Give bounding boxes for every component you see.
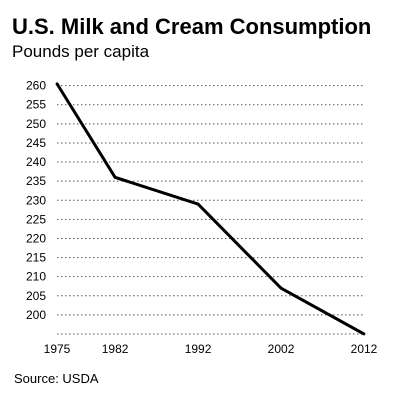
y-tick-label: 215 <box>26 251 46 265</box>
data-point <box>362 332 366 336</box>
y-tick-label: 245 <box>26 136 46 150</box>
series-line-group <box>55 82 366 336</box>
data-point <box>279 286 283 290</box>
y-tick-label: 260 <box>26 79 46 93</box>
series-line <box>55 82 365 336</box>
data-point <box>55 82 59 86</box>
x-tick-label: 1975 <box>44 342 71 356</box>
data-point <box>196 202 200 206</box>
x-tick-label: 2002 <box>268 342 295 356</box>
y-tick-label: 255 <box>26 98 46 112</box>
chart-subtitle: Pounds per capita <box>12 42 150 61</box>
x-axis-ticks: 1975 1982 1992 2002 2012 <box>44 342 378 356</box>
y-tick-label: 210 <box>26 270 46 284</box>
data-point <box>113 175 117 179</box>
x-tick-label: 1982 <box>102 342 129 356</box>
y-tick-label: 220 <box>26 231 46 245</box>
chart-title: U.S. Milk and Cream Consumption <box>12 14 372 39</box>
x-tick-label: 1992 <box>185 342 212 356</box>
x-tick-label: 2012 <box>351 342 378 356</box>
y-tick-label: 250 <box>26 117 46 131</box>
y-tick-label: 225 <box>26 212 46 226</box>
y-tick-label: 205 <box>26 289 46 303</box>
y-tick-label: 230 <box>26 193 46 207</box>
y-axis-ticks: 200 205 210 215 220 225 230 235 240 245 250 255 260 <box>26 79 46 322</box>
y-tick-label: 200 <box>26 308 46 322</box>
y-tick-label: 240 <box>26 155 46 169</box>
source-note: Source: USDA <box>14 371 99 386</box>
y-tick-label: 235 <box>26 174 46 188</box>
grid-lines <box>57 85 364 316</box>
